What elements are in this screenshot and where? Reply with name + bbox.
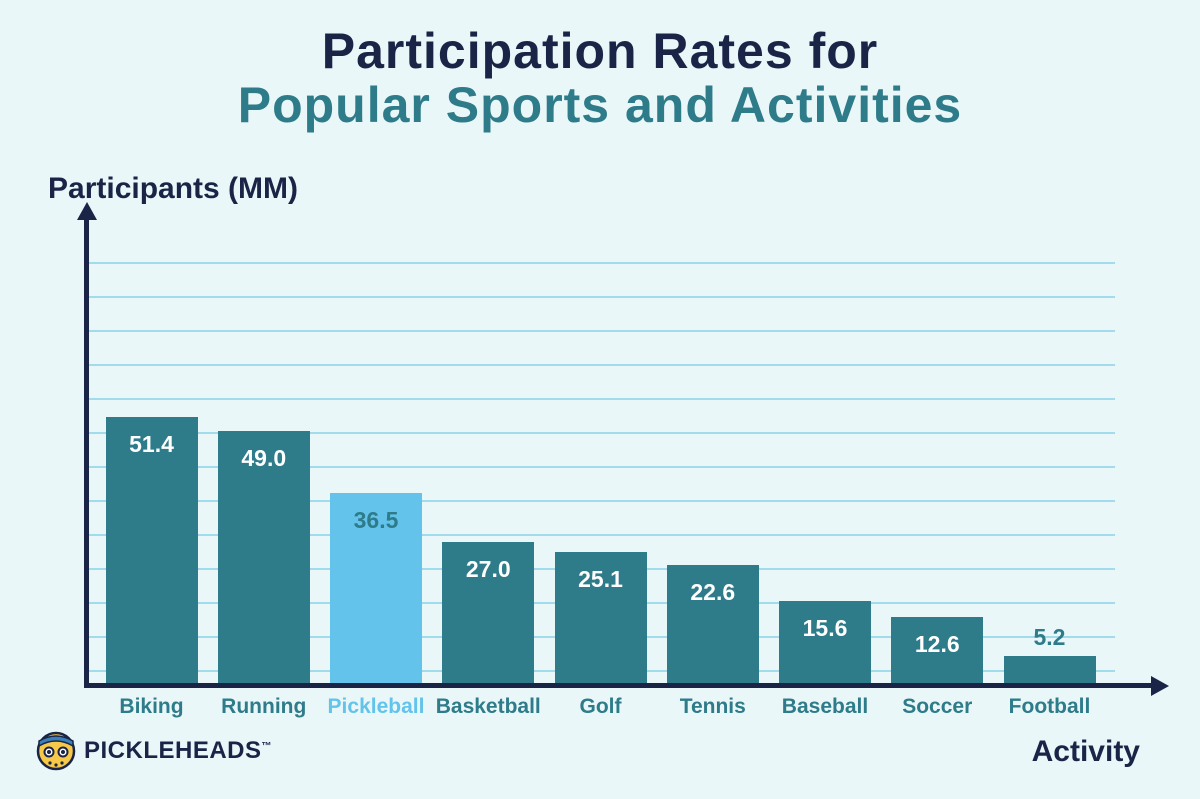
bar-slot: 36.5Pickleball <box>327 493 426 683</box>
brand-logo: PICKLEHEADS™ <box>36 731 272 771</box>
y-axis-label: Participants (MM) <box>48 172 298 206</box>
bar-pickleball: 36.5 <box>330 493 422 683</box>
y-axis-arrow-icon <box>77 202 97 220</box>
x-axis-arrow-icon <box>1151 676 1169 696</box>
bar-slot: 25.1Golf <box>551 552 650 683</box>
bar-baseball: 15.6 <box>779 601 871 683</box>
bar-golf: 25.1 <box>555 552 647 683</box>
bar-slot: 5.2Football <box>1000 656 1099 683</box>
bars-container: 51.4Biking49.0Running36.5Pickleball27.0B… <box>102 226 1099 683</box>
bar-value: 22.6 <box>667 579 759 606</box>
title-line-2: Popular Sports and Activities <box>0 76 1200 134</box>
bar-running: 49.0 <box>218 431 310 683</box>
x-axis-label: Activity <box>1032 735 1140 769</box>
bar-value: 5.2 <box>1004 624 1096 651</box>
bar-chart: 51.4Biking49.0Running36.5Pickleball27.0B… <box>70 226 1155 686</box>
bar-value: 27.0 <box>442 556 534 583</box>
bar-value: 49.0 <box>218 445 310 472</box>
title-line-1: Participation Rates for <box>0 22 1200 80</box>
pickleball-icon <box>36 731 76 771</box>
bar-slot: 22.6Tennis <box>663 565 762 683</box>
y-axis-line <box>84 216 89 688</box>
bar-slot: 49.0Running <box>214 431 313 683</box>
brand-name: PICKLEHEADS™ <box>84 737 272 765</box>
bar-tennis: 22.6 <box>667 565 759 683</box>
chart-title: Participation Rates for Popular Sports a… <box>0 0 1200 134</box>
bar-value: 51.4 <box>106 431 198 458</box>
bar-biking: 51.4 <box>106 417 198 683</box>
bar-slot: 15.6Baseball <box>776 601 875 683</box>
bar-soccer: 12.6 <box>891 617 983 683</box>
category-label: Football <box>980 695 1120 719</box>
bar-basketball: 27.0 <box>442 542 534 683</box>
bar-value: 25.1 <box>555 566 647 593</box>
bar-value: 36.5 <box>330 507 422 534</box>
x-axis-line <box>84 683 1155 688</box>
bar-value: 12.6 <box>891 631 983 658</box>
bar-slot: 12.6Soccer <box>888 617 987 683</box>
bar-slot: 27.0Basketball <box>439 542 538 683</box>
bar-slot: 51.4Biking <box>102 417 201 683</box>
bar-value: 15.6 <box>779 615 871 642</box>
bar-football: 5.2 <box>1004 656 1096 683</box>
